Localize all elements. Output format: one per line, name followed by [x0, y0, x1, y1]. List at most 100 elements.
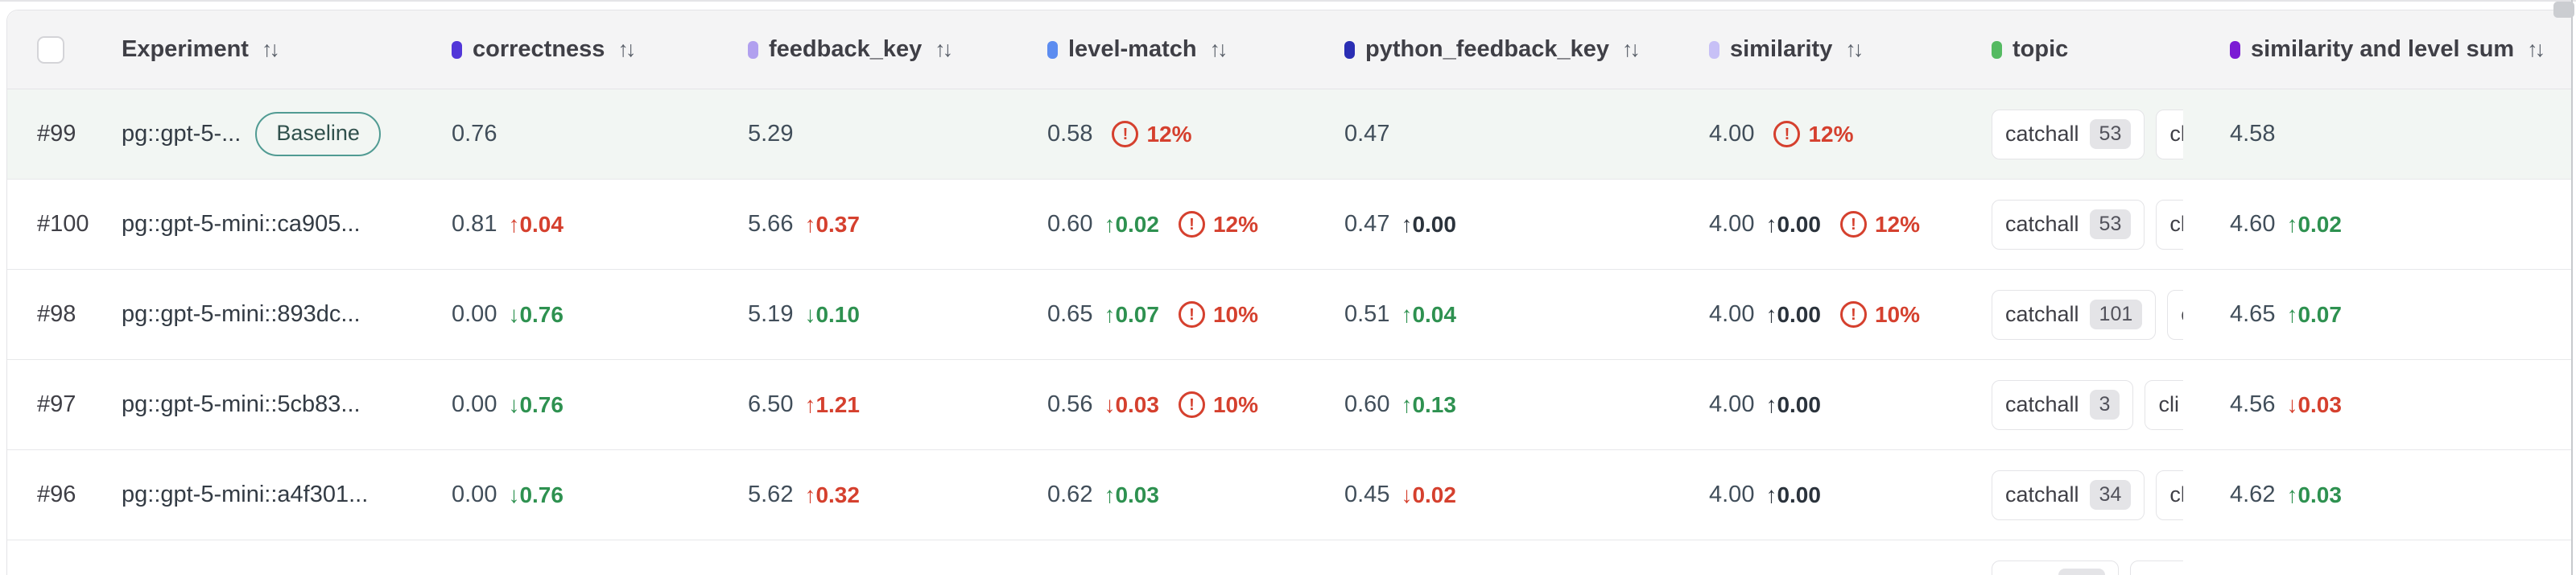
column-header-correctness[interactable]: correctness ↑↓ — [452, 36, 748, 63]
metric-value: 0.81 — [452, 211, 497, 237]
row-id: #99 — [37, 121, 76, 147]
topic-badge[interactable] — [2130, 561, 2183, 575]
topic-badge[interactable]: catchall 53 — [1992, 109, 2145, 159]
topic-badge[interactable] — [1992, 561, 2119, 575]
experiment-name[interactable]: pg::gpt-5-mini::a4f301... — [122, 482, 369, 507]
warning-circle-icon: ! — [1839, 301, 1867, 328]
metric-delta: ↓0.76 — [508, 482, 564, 507]
topic-badge[interactable]: catchall 3 — [1992, 379, 2134, 430]
column-header-feedback-key[interactable]: feedback_key ↑↓ — [748, 36, 1047, 63]
metric-value: 0.47 — [1344, 121, 1390, 147]
topic-badge-list: catchall 53 cli — [1992, 199, 2183, 250]
metric-level-match: 0.58! 12% — [1047, 121, 1344, 147]
topic-badge[interactable]: cli — [2167, 289, 2183, 340]
column-label: feedback_key — [769, 36, 923, 62]
topic-badge[interactable]: cli — [2145, 379, 2183, 430]
sort-arrows-icon[interactable]: ↑↓ — [617, 37, 636, 61]
topic-count: 34 — [2089, 479, 2132, 511]
column-label: similarity and level sum — [2251, 36, 2515, 62]
experiment-cell: pg::gpt-5-... Baseline — [122, 112, 452, 156]
metric-value: 5.19 — [748, 301, 794, 327]
metric-feedback-key: 5.66 ↑0.37 — [748, 211, 1047, 238]
table-row[interactable]: #100 pg::gpt-5-mini::ca905... 0.81 ↑0.04 5.6… — [7, 180, 2571, 270]
experiment-name[interactable]: pg::gpt-5-mini::893dc... — [122, 301, 361, 327]
column-header-python-feedback-key[interactable]: python_feedback_key ↑↓ — [1344, 36, 1709, 63]
table-row[interactable]: #99 pg::gpt-5-... Baseline 0.76 5.29 0.58! 12%… — [7, 89, 2571, 180]
column-header-level-match[interactable]: level-match ↑↓ — [1047, 36, 1344, 63]
select-all-checkbox[interactable] — [37, 35, 64, 64]
metric-delta: ↑0.00 — [1765, 391, 1821, 417]
table-row[interactable]: #96 pg::gpt-5-mini::a4f301... 0.00 ↓0.76 5.6… — [7, 450, 2571, 540]
sort-arrows-icon[interactable]: ↑↓ — [1845, 37, 1864, 61]
metric-feedback-key: 6.50 ↑1.21 — [748, 391, 1047, 418]
metric-sum: 4.65 ↑0.07 — [2230, 301, 2571, 328]
warning-percent: 10% — [1874, 301, 1920, 327]
topic-cell — [1992, 561, 2230, 575]
table-row-partial[interactable] — [7, 540, 2571, 575]
metric-value: 5.62 — [748, 482, 794, 507]
table-header-row: Experiment ↑↓ correctness ↑↓ feedback_key ↑↓ l… — [7, 10, 2571, 89]
scrollbar-thumb[interactable] — [2553, 2, 2574, 18]
metric-delta: ↑0.13 — [1401, 391, 1456, 417]
column-header-similarity-and-level-sum[interactable]: similarity and level sum ↑↓ — [2230, 36, 2571, 63]
metric-value: 4.00 — [1709, 391, 1755, 417]
sort-arrows-icon[interactable]: ↑↓ — [1209, 37, 1228, 61]
topic-label: cli — [2181, 302, 2183, 327]
sort-arrows-icon[interactable]: ↑↓ — [2527, 37, 2545, 61]
experiment-name[interactable]: pg::gpt-5-mini::ca905... — [122, 211, 361, 237]
topic-cell: catchall 101 cli — [1992, 289, 2230, 340]
topic-badge[interactable]: cli — [2156, 109, 2183, 159]
metric-color-dot — [452, 40, 462, 59]
sort-arrows-icon[interactable]: ↑↓ — [935, 37, 953, 61]
warning-circle-icon: ! — [1112, 121, 1139, 147]
metric-delta: ↓0.03 — [1104, 391, 1159, 417]
metric-value: 5.29 — [748, 121, 794, 147]
sort-arrows-icon[interactable]: ↑↓ — [261, 37, 280, 61]
topic-cell: catchall 3 cli — [1992, 379, 2230, 430]
topic-count — [2058, 569, 2105, 575]
topic-badge[interactable]: catchall 53 — [1992, 199, 2145, 250]
experiment-name[interactable]: pg::gpt-5-... — [122, 121, 242, 147]
metric-color-dot — [1047, 40, 1058, 59]
row-id: #96 — [37, 482, 76, 507]
regression-warning: ! 10% — [1178, 391, 1258, 418]
topic-badge[interactable]: catchall 101 — [1992, 289, 2157, 340]
topic-badge[interactable]: catchall 34 — [1992, 470, 2145, 520]
column-label: Experiment — [122, 36, 249, 62]
experiment-name[interactable]: pg::gpt-5-mini::5cb83... — [122, 391, 361, 417]
topic-label: catchall — [2005, 302, 2079, 326]
topic-badge[interactable]: cli — [2156, 470, 2183, 520]
row-id: #97 — [37, 391, 76, 417]
topic-badge[interactable]: cli — [2156, 199, 2183, 250]
metric-delta: ↑0.37 — [804, 211, 860, 237]
metric-delta: ↑0.04 — [508, 211, 564, 237]
metric-value: 5.66 — [748, 211, 794, 237]
warning-circle-icon: ! — [1178, 301, 1205, 328]
topic-label: catchall — [2005, 482, 2079, 507]
metric-value: 0.00 — [452, 301, 497, 327]
column-header-experiment[interactable]: Experiment ↑↓ — [122, 36, 452, 63]
warning-percent: 12% — [1146, 121, 1192, 147]
table-row[interactable]: #98 pg::gpt-5-mini::893dc... 0.00 ↓0.76 5.19… — [7, 270, 2571, 360]
warning-circle-icon: ! — [1839, 211, 1867, 238]
experiment-cell: pg::gpt-5-mini::893dc... — [122, 301, 452, 328]
metric-delta: ↑0.03 — [1104, 482, 1159, 507]
metric-delta: ↑0.00 — [1765, 482, 1821, 507]
metric-value: 0.00 — [452, 391, 497, 417]
metric-value: 0.62 — [1047, 482, 1093, 507]
column-header-similarity[interactable]: similarity ↑↓ — [1709, 36, 1992, 63]
metric-delta: ↑1.21 — [804, 391, 860, 417]
sort-arrows-icon[interactable]: ↑↓ — [1622, 37, 1641, 61]
metric-value: 4.56 — [2230, 391, 2276, 417]
metric-level-match: 0.65 ↑0.07! 10% — [1047, 301, 1344, 328]
row-id: #98 — [37, 301, 76, 327]
metric-python-feedback-key: 0.47 ↑0.00 — [1344, 211, 1709, 238]
warning-circle-icon: ! — [1178, 391, 1205, 418]
metric-level-match: 0.60 ↑0.02! 12% — [1047, 211, 1344, 238]
topic-badge-list: catchall 34 cli — [1992, 470, 2183, 520]
topic-badge-list — [1992, 561, 2183, 575]
metric-delta: ↑0.04 — [1401, 301, 1456, 327]
warning-circle-icon: ! — [1773, 121, 1801, 147]
table-row[interactable]: #97 pg::gpt-5-mini::5cb83... 0.00 ↓0.76 6.50… — [7, 360, 2571, 450]
regression-warning: ! 12% — [1178, 211, 1258, 238]
